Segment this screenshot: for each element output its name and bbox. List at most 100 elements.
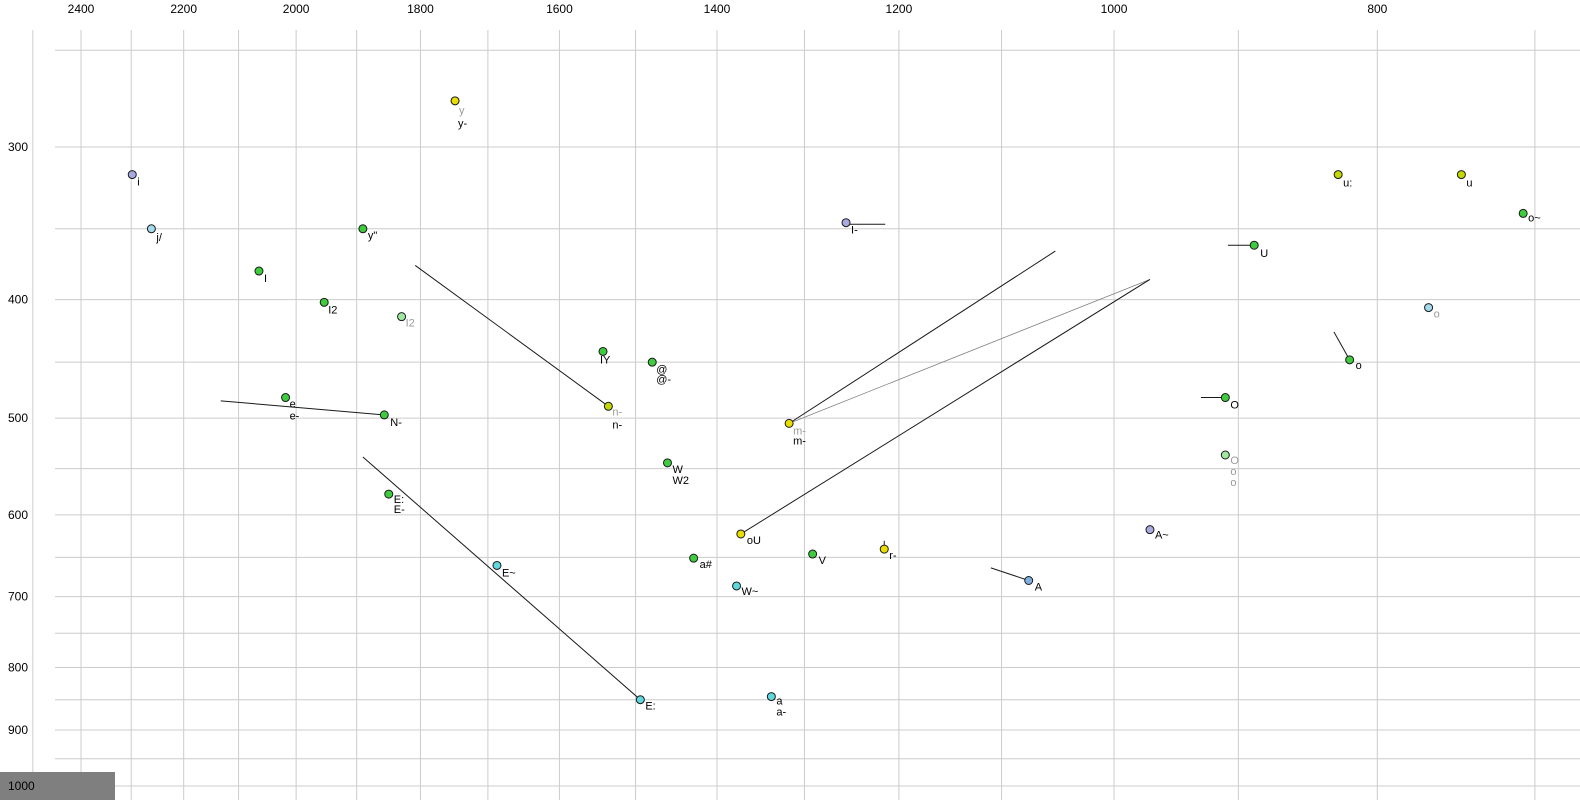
point-label-O-light: o [1230,466,1236,478]
point-label-at: @ [656,364,667,376]
point-label-O: O [1230,400,1239,412]
point-label-O-light: o [1230,477,1236,489]
point-i [127,170,137,180]
point-j-slash [146,224,156,234]
point-O-light [1220,450,1230,460]
point-at [647,357,657,367]
point-label-a-hash: a# [700,559,713,571]
point-label-V: V [819,555,827,567]
connector-line [414,265,609,407]
connector-line [788,279,1151,424]
point-V [808,549,818,559]
point-label-m-bar: m- [793,435,806,447]
point-label-o: o [1356,360,1362,372]
y-axis-tick-label: 600 [8,508,28,522]
x-axis-tick-label: 1400 [704,2,731,16]
point-label-W-tilde: W~ [742,586,759,598]
point-label-E: E: [394,494,404,506]
x-axis-tick-label: 2200 [170,2,197,16]
point-y [450,96,460,106]
point-I [254,266,264,276]
point-label-E: E- [394,504,405,516]
connector-line [990,567,1029,581]
point-n-bar [603,401,613,411]
point-N-bar [379,410,389,420]
point-label-o-light: o [1434,309,1440,321]
point-label-j-slash: j/ [155,232,162,244]
connector-line [740,278,1151,535]
point-u [1456,170,1466,180]
point-label-A: A [1035,582,1043,594]
point-A-tilde [1145,525,1155,535]
point-label-I2-light: I2 [406,318,415,330]
point-label-IY: IY [600,354,611,366]
x-axis-tick-label: 1600 [546,2,573,16]
x-axis-tick-label: 1200 [886,2,913,16]
point-label-i: i [137,177,139,189]
point-oU [736,529,746,539]
point-W [662,458,672,468]
x-axis-tick-label: 1000 [1101,2,1128,16]
point-label-r-bar: r- [889,550,897,562]
point-label-o-tilde: o~ [1528,212,1541,224]
point-label-y: y [459,105,465,117]
connector-line [1333,331,1351,361]
point-label-n-bar: n- [612,419,622,431]
y-axis-tick-label: 1000 [8,779,35,793]
point-label-a: a [776,696,783,708]
point-label-m-bar: m- [793,425,806,437]
point-a-hash [689,553,699,563]
point-A [1024,576,1034,586]
point-IY [598,346,608,356]
point-I2-light [397,312,407,322]
point-e [281,393,291,403]
point-label-a: a- [776,707,786,719]
point-y-umlaut [358,224,368,234]
point-m-bar [784,418,794,428]
point-label-N-bar: N- [390,417,402,429]
point-label-I-bar: I- [851,225,858,237]
point-label-y: y- [458,118,468,130]
point-label-n-bar: n- [612,406,622,418]
point-label-A-tilde: A~ [1155,530,1169,542]
point-I-bar [841,218,851,228]
point-label-u-long: u: [1343,178,1352,190]
x-axis-tick-label: 1800 [407,2,434,16]
y-axis-tick-label: 700 [8,590,28,604]
corner-panel [0,772,115,800]
point-o-light [1424,303,1434,313]
point-label-y-umlaut: y" [368,230,378,242]
point-I2 [319,297,329,307]
point-label-at: @- [656,374,671,386]
point-r-bar [879,544,889,554]
point-o-tilde [1518,208,1528,218]
y-axis-tick-label: 400 [8,293,28,307]
x-axis-tick-label: 2400 [68,2,95,16]
point-E-tilde [492,560,502,570]
point-label-e: e- [290,411,300,423]
y-axis-tick-label: 900 [8,723,28,737]
point-label-W: W [672,464,683,476]
point-label-I: I [264,273,267,285]
point-a [766,692,776,702]
point-E-long [635,695,645,705]
connector-line [788,250,1056,424]
point-label-W: W2 [672,475,689,487]
point-label-O-light: O [1230,455,1239,467]
point-label-u: u [1466,178,1472,190]
point-label-U: U [1260,248,1268,260]
point-u-long [1333,170,1343,180]
connector-line [220,400,385,416]
x-axis-tick-label: 800 [1367,2,1387,16]
point-label-E-tilde: E~ [502,567,516,579]
point-W-tilde [732,581,742,591]
y-axis-tick-label: 500 [8,411,28,425]
point-O [1220,393,1230,403]
point-E [384,489,394,499]
point-label-e: e [290,399,296,411]
point-U [1249,240,1259,250]
x-axis-tick-label: 2000 [283,2,310,16]
y-axis-tick-label: 800 [8,661,28,675]
